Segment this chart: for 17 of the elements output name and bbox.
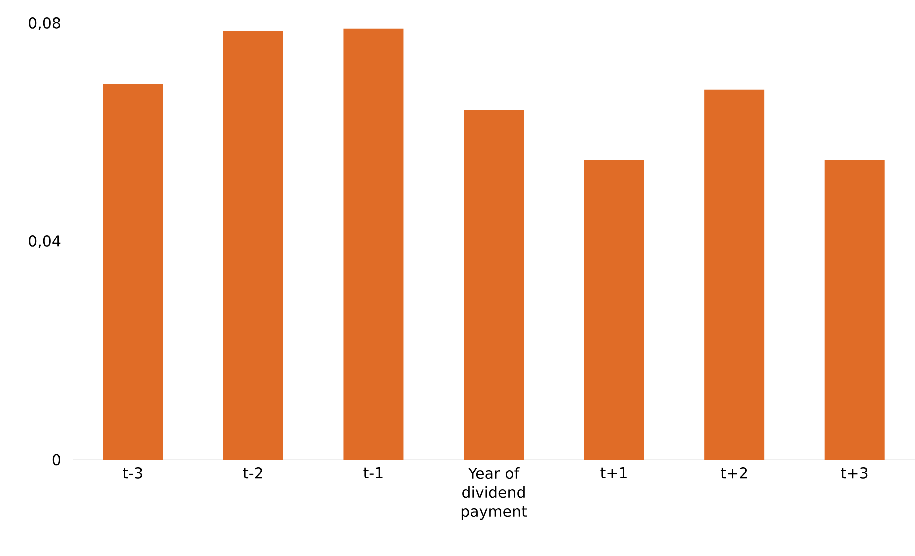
x-tick-label: t+3: [841, 468, 868, 479]
bar: [103, 84, 164, 460]
x-tick-label: t-2: [243, 468, 262, 479]
x-tick-label: t+2: [720, 468, 748, 479]
y-tick-label: 0,04: [29, 236, 61, 248]
x-tick-label: t+1: [600, 468, 627, 478]
bar: [704, 90, 765, 460]
y-tick-label: 0,08: [29, 18, 60, 30]
bar: [223, 31, 284, 460]
y-tick-label: 0: [52, 454, 60, 466]
bar: [464, 110, 524, 460]
x-tick-label: t-1: [364, 468, 383, 478]
x-tick-label: Year of dividend payment: [462, 468, 528, 520]
bar: [824, 160, 885, 460]
x-tick-label: t-3: [123, 468, 142, 479]
bar: [584, 160, 644, 460]
bar: [344, 28, 404, 460]
